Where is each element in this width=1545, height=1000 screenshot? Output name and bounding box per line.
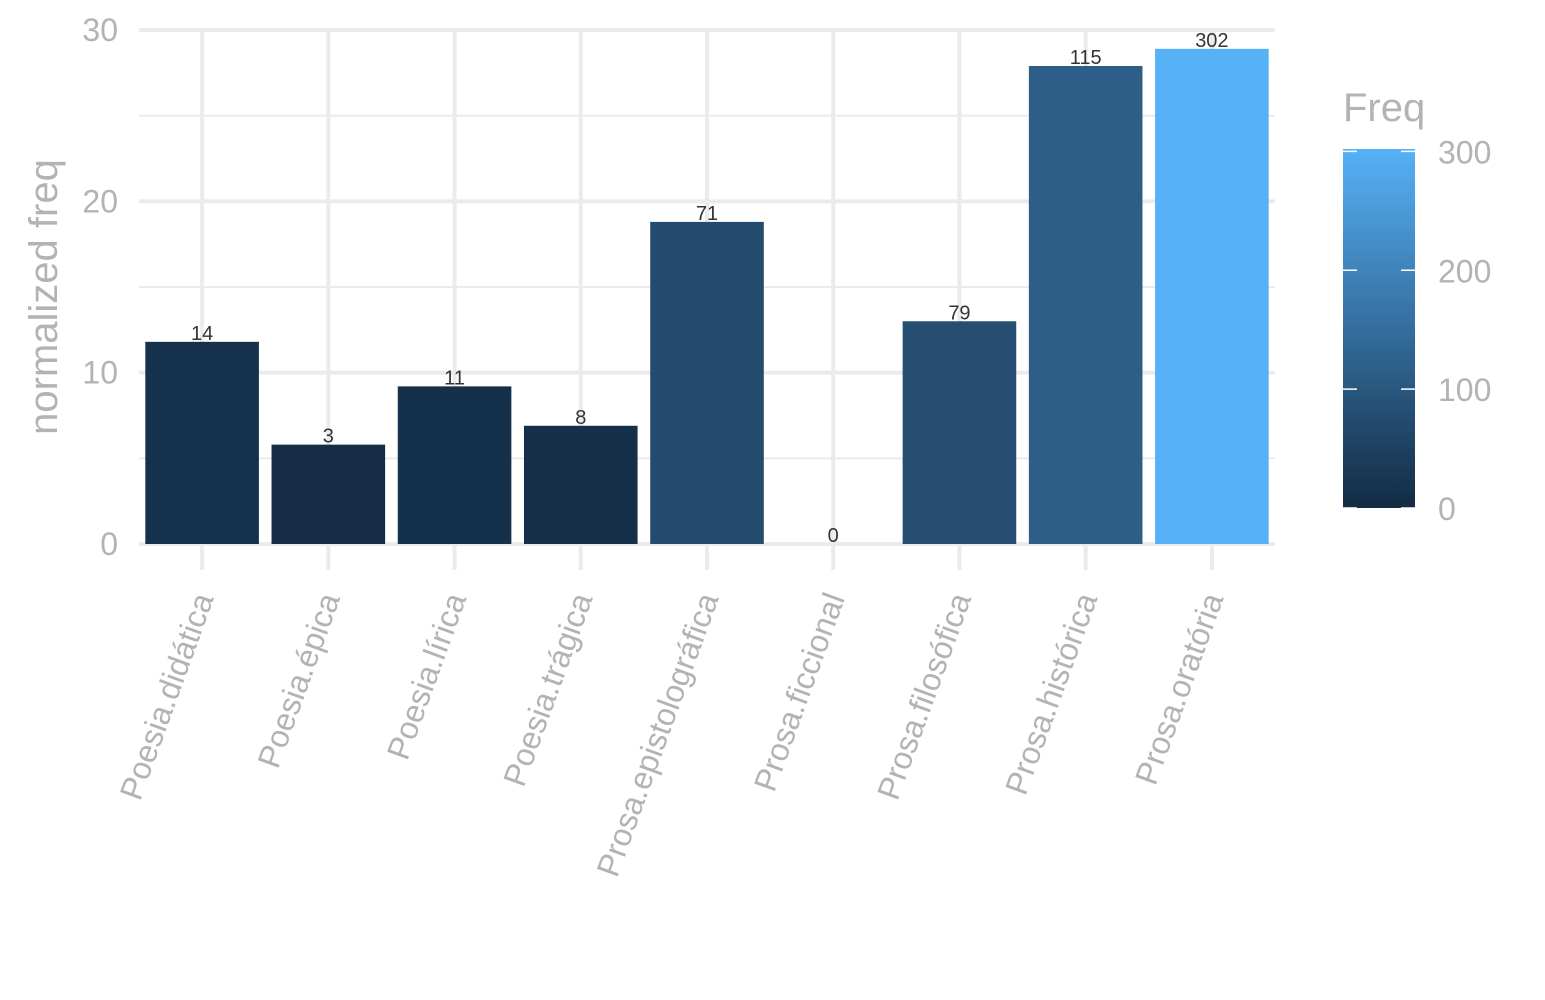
x-tick-label: Poesia.trágica — [496, 588, 599, 791]
legend-tick-label: 0 — [1438, 491, 1456, 527]
data-label: 11 — [444, 367, 465, 389]
x-tick-label: Poesia.didática — [113, 588, 221, 804]
x-tick-label: Prosa.ficcional — [747, 588, 852, 796]
legend-colorbar — [1343, 149, 1415, 508]
bars — [145, 48, 1269, 545]
data-labels: 14 3 11 8 71 0 79 115 302 — [191, 30, 1229, 547]
data-label: 3 — [323, 426, 334, 448]
legend-ticks: 0 100 200 300 — [1343, 134, 1491, 527]
bar-1 — [271, 444, 386, 544]
y-tick-label: 30 — [82, 12, 118, 48]
y-tick-label: 10 — [82, 355, 118, 391]
bar-6 — [902, 321, 1017, 544]
data-label: 115 — [1070, 47, 1102, 69]
bar-8 — [1155, 48, 1269, 544]
y-axis: 0 10 20 30 — [82, 12, 118, 562]
legend: Freq 0 100 200 300 — [1343, 86, 1491, 527]
legend-tick-label: 300 — [1438, 134, 1491, 170]
data-label: 14 — [191, 323, 213, 345]
legend-tick-label: 100 — [1438, 372, 1491, 408]
data-label: 79 — [948, 302, 970, 324]
x-tick-label: Prosa.histórica — [998, 588, 1104, 799]
bar-2 — [397, 386, 512, 544]
data-label: 302 — [1195, 30, 1228, 52]
bar-4 — [650, 221, 764, 545]
x-axis: Poesia.didática Poesia.épica Poesia.lírica… — [113, 588, 1231, 881]
bar-7 — [1028, 65, 1143, 544]
x-tick-label: Prosa.filosófica — [870, 588, 978, 804]
x-tick-label: Prosa.oratória — [1128, 588, 1231, 789]
x-tick-label: Poesia.lírica — [380, 588, 474, 764]
y-tick-label: 0 — [100, 526, 118, 562]
bar-3 — [523, 425, 638, 544]
y-tick-label: 20 — [82, 183, 118, 219]
x-tick-label: Poesia.épica — [250, 588, 347, 773]
x-tick-label: Prosa.epistolográfica — [590, 588, 726, 881]
data-label: 0 — [828, 525, 839, 547]
data-label: 71 — [696, 203, 718, 225]
data-label: 8 — [575, 407, 586, 429]
legend-tick-label: 200 — [1438, 253, 1491, 289]
bar-0 — [145, 341, 259, 544]
legend-title: Freq — [1343, 86, 1425, 130]
y-axis-title: normalized freq — [22, 159, 66, 435]
